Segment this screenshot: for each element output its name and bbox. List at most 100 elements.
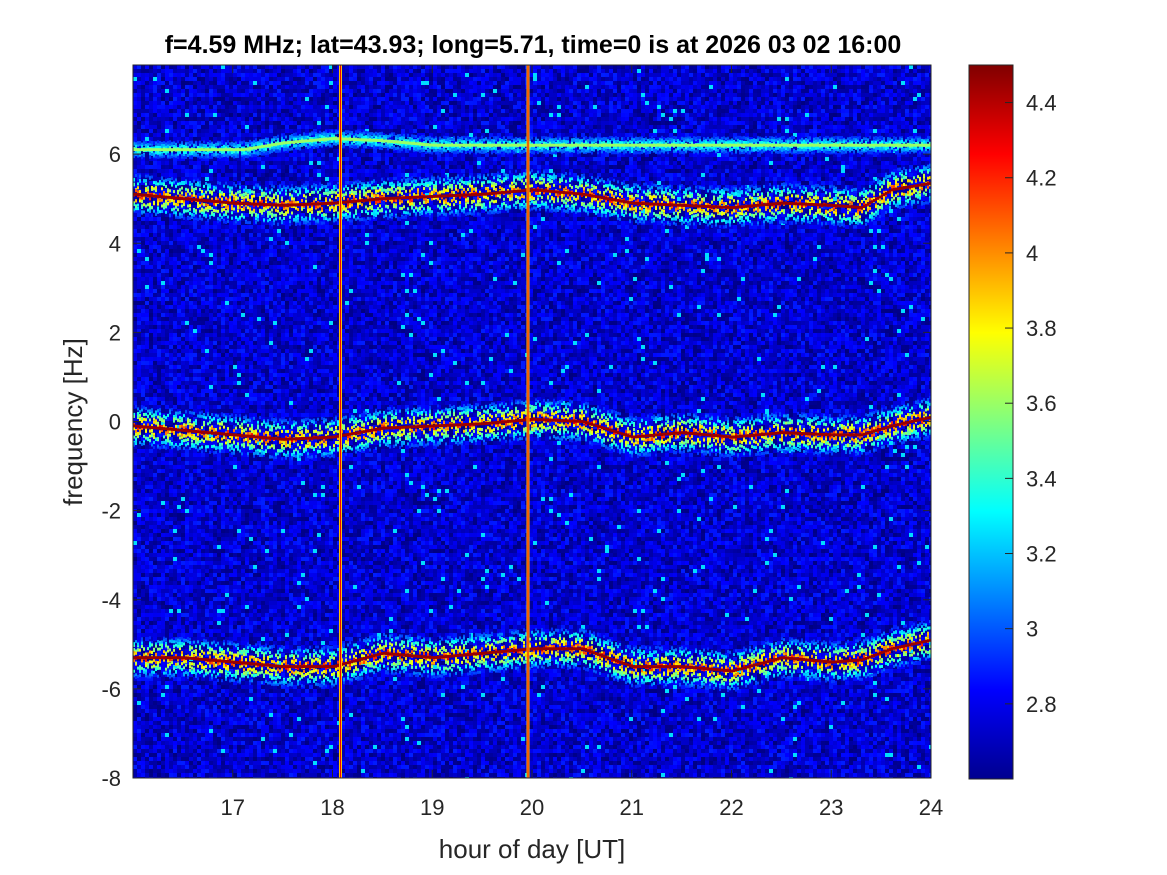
heatmap-cell [221,225,225,229]
heatmap-cell [133,69,137,73]
heatmap-cell [213,325,217,329]
heatmap-cell [185,229,189,233]
heatmap-cell [221,81,225,85]
heatmap-cell [181,341,185,345]
heatmap-cell [145,305,149,309]
heatmap-cell [225,129,229,133]
heatmap-cell [181,301,185,305]
heatmap-cell [173,685,177,689]
heatmap-cell [145,609,149,613]
heatmap-cell [165,549,169,553]
heatmap-cell [161,169,165,173]
heatmap-cell [181,605,185,609]
heatmap-cell [221,293,225,297]
heatmap-cell [149,509,153,513]
heatmap-cell [193,589,197,593]
heatmap-cell [177,717,181,721]
heatmap-cell [145,765,149,769]
heatmap-cell [205,133,209,137]
heatmap-cell [233,521,237,525]
heatmap-cell [213,613,217,617]
heatmap-cell [213,89,217,93]
heatmap-cell [201,249,205,253]
heatmap-cell [205,521,209,525]
heatmap-cell [185,625,189,629]
heatmap-cell [213,305,217,309]
heatmap-cell [133,769,137,773]
heatmap-cell [193,77,197,81]
heatmap-cell [161,513,165,517]
heatmap-cell [137,753,141,757]
heatmap-cell [181,245,185,249]
heatmap-cell [165,361,169,365]
heatmap-cell [133,121,137,125]
heatmap-cell [181,89,185,93]
heatmap-cell [161,81,165,85]
heatmap-cell [197,309,201,313]
heatmap-cell [201,245,205,249]
heatmap-cell [137,473,141,477]
heatmap-cell [201,489,205,493]
heatmap-cell [209,365,213,369]
heatmap-cell [209,305,213,309]
heatmap-cell [137,97,141,101]
heatmap-cell [157,73,161,77]
heatmap-cell [141,589,145,593]
heatmap-cell [149,161,153,165]
heatmap-cell [157,233,161,237]
heatmap-cell [209,105,213,109]
heatmap-cell [185,449,189,453]
heatmap-cell [173,701,177,705]
heatmap-cell [185,305,189,309]
heatmap-cell [225,329,229,333]
heatmap-cell [225,369,229,373]
heatmap-cell [213,577,217,581]
heatmap-cell [157,97,161,101]
heatmap-cell [205,173,209,177]
heatmap-cell [209,89,213,93]
heatmap-cell [217,257,221,261]
heatmap-cell [229,181,233,185]
heatmap-cell [137,601,141,605]
heatmap-cell [145,485,149,489]
heatmap-cell [197,753,201,757]
heatmap-cell [225,117,229,121]
heatmap-cell [157,281,161,285]
heatmap-cell [133,361,137,365]
heatmap-cell [149,249,153,253]
heatmap-cell [149,81,153,85]
heatmap-cell [157,77,161,81]
heatmap-cell [165,701,169,705]
heatmap-cell [189,513,193,517]
heatmap-cell [177,621,181,625]
heatmap-cell [201,745,205,749]
heatmap-cell [165,713,169,717]
heatmap-cell [197,89,201,93]
heatmap-cell [233,341,237,345]
heatmap-cell [169,341,173,345]
heatmap-cell [153,325,157,329]
heatmap-cell [221,345,225,349]
heatmap-cell [209,697,213,701]
heatmap-cell [217,633,221,637]
heatmap-cell [185,741,189,745]
heatmap-cell [169,229,173,233]
heatmap-cell [177,465,181,469]
heatmap-cell [233,349,237,353]
heatmap-cell [169,573,173,577]
heatmap-cell [173,405,177,409]
heatmap-cell [233,393,237,397]
heatmap-cell [153,357,157,361]
heatmap-cell [133,577,137,581]
heatmap-cell [201,237,205,241]
heatmap-cell [189,469,193,473]
heatmap-cell [133,73,137,77]
heatmap-cell [201,297,205,301]
heatmap-cell [205,249,209,253]
heatmap-cell [153,217,157,221]
heatmap-cell [145,737,149,741]
heatmap-cell [169,545,173,549]
heatmap-cell [233,325,237,329]
heatmap-cell [217,381,221,385]
heatmap-cell [161,161,165,165]
